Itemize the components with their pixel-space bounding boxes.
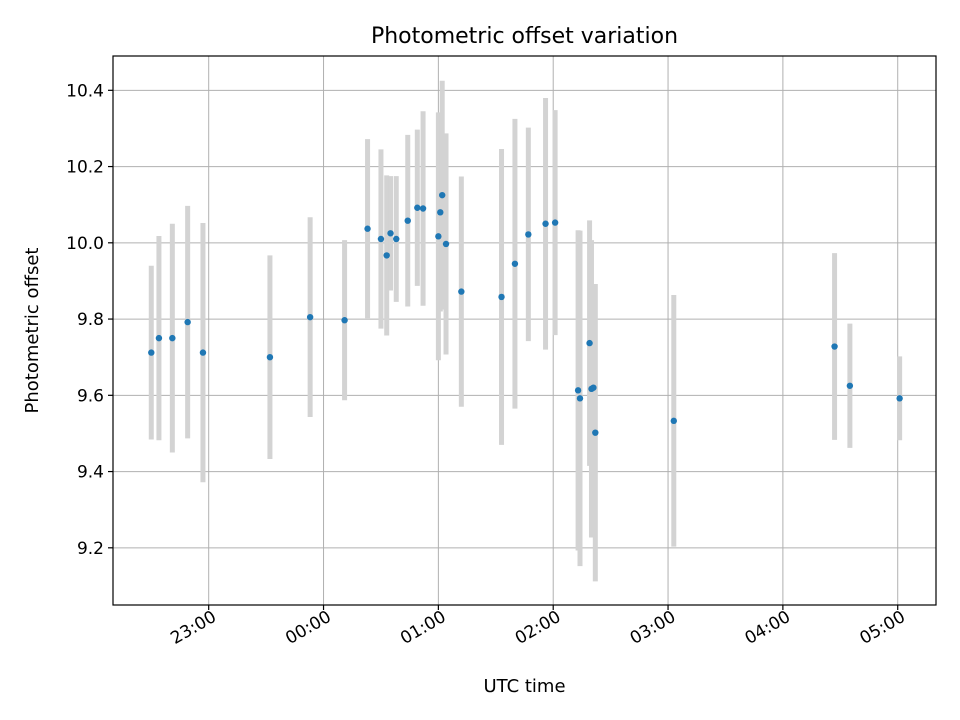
data-point	[458, 288, 465, 295]
data-point	[184, 318, 191, 326]
data-point	[341, 317, 348, 324]
y-tick-label: 10.2	[66, 158, 104, 178]
y-tick-label: 9.8	[77, 310, 104, 330]
data-point	[831, 343, 838, 350]
data-point	[439, 191, 446, 199]
y-tick-label: 9.6	[77, 386, 104, 406]
data-point	[590, 384, 597, 391]
data-point	[383, 252, 390, 259]
data-point	[592, 429, 599, 436]
data-point	[498, 293, 505, 301]
data-point	[576, 395, 584, 402]
data-point	[148, 349, 155, 356]
data-point	[670, 417, 677, 425]
grid	[113, 56, 936, 605]
data-point	[364, 225, 371, 232]
data-point	[419, 205, 427, 212]
chart-title: Photometric offset variation	[371, 24, 678, 49]
data-point	[377, 235, 385, 243]
data-point	[551, 219, 559, 226]
data-point	[437, 209, 444, 216]
data-point	[525, 231, 532, 238]
plot-frame	[112, 55, 937, 606]
y-axis-ticks: 9.2 9.4 9.6 9.8 10.0 10.2 10.4	[66, 81, 113, 559]
data-point	[896, 395, 903, 402]
data-point	[414, 204, 421, 211]
data-point	[542, 220, 549, 227]
data-point	[266, 353, 274, 361]
data-point	[586, 339, 593, 347]
data-point	[199, 349, 207, 356]
data-point	[306, 313, 314, 321]
data-point	[846, 382, 854, 389]
data-point	[404, 217, 411, 224]
data-point	[511, 260, 519, 267]
y-tick-label: 10.4	[66, 81, 104, 101]
y-tick-label: 9.4	[77, 463, 104, 483]
y-tick-label: 9.2	[77, 539, 104, 559]
data-point	[155, 334, 163, 342]
y-axis-label: Photometric offset	[22, 248, 43, 414]
data-point	[169, 334, 176, 342]
data-point	[387, 230, 394, 237]
data-point	[393, 235, 400, 243]
x-axis-label: UTC time	[483, 676, 565, 697]
data-point	[574, 387, 582, 394]
y-tick-label: 10.0	[66, 234, 104, 254]
data-point	[442, 240, 450, 248]
data-points	[148, 191, 903, 436]
data-point	[435, 233, 442, 240]
